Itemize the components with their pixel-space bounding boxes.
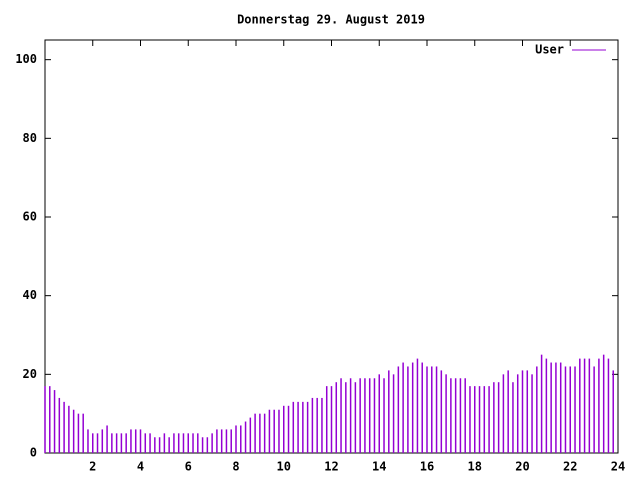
- y-tick-label: 0: [30, 446, 37, 460]
- x-tick-label: 12: [324, 460, 338, 474]
- x-tick-label: 24: [611, 460, 625, 474]
- x-tick-label: 4: [137, 460, 144, 474]
- x-tick-label: 18: [468, 460, 482, 474]
- legend-label: User: [535, 43, 564, 57]
- chart-title: Donnerstag 29. August 2019: [237, 13, 425, 27]
- y-tick-label: 20: [23, 367, 37, 381]
- x-tick-label: 22: [563, 460, 577, 474]
- x-tick-label: 2: [89, 460, 96, 474]
- y-tick-label: 100: [15, 52, 37, 66]
- x-tick-label: 16: [420, 460, 434, 474]
- y-tick-label: 60: [23, 210, 37, 224]
- x-tick-label: 14: [372, 460, 386, 474]
- x-tick-label: 6: [185, 460, 192, 474]
- y-tick-label: 40: [23, 288, 37, 302]
- x-tick-label: 10: [277, 460, 291, 474]
- x-tick-label: 20: [515, 460, 529, 474]
- y-tick-label: 80: [23, 131, 37, 145]
- x-tick-label: 8: [232, 460, 239, 474]
